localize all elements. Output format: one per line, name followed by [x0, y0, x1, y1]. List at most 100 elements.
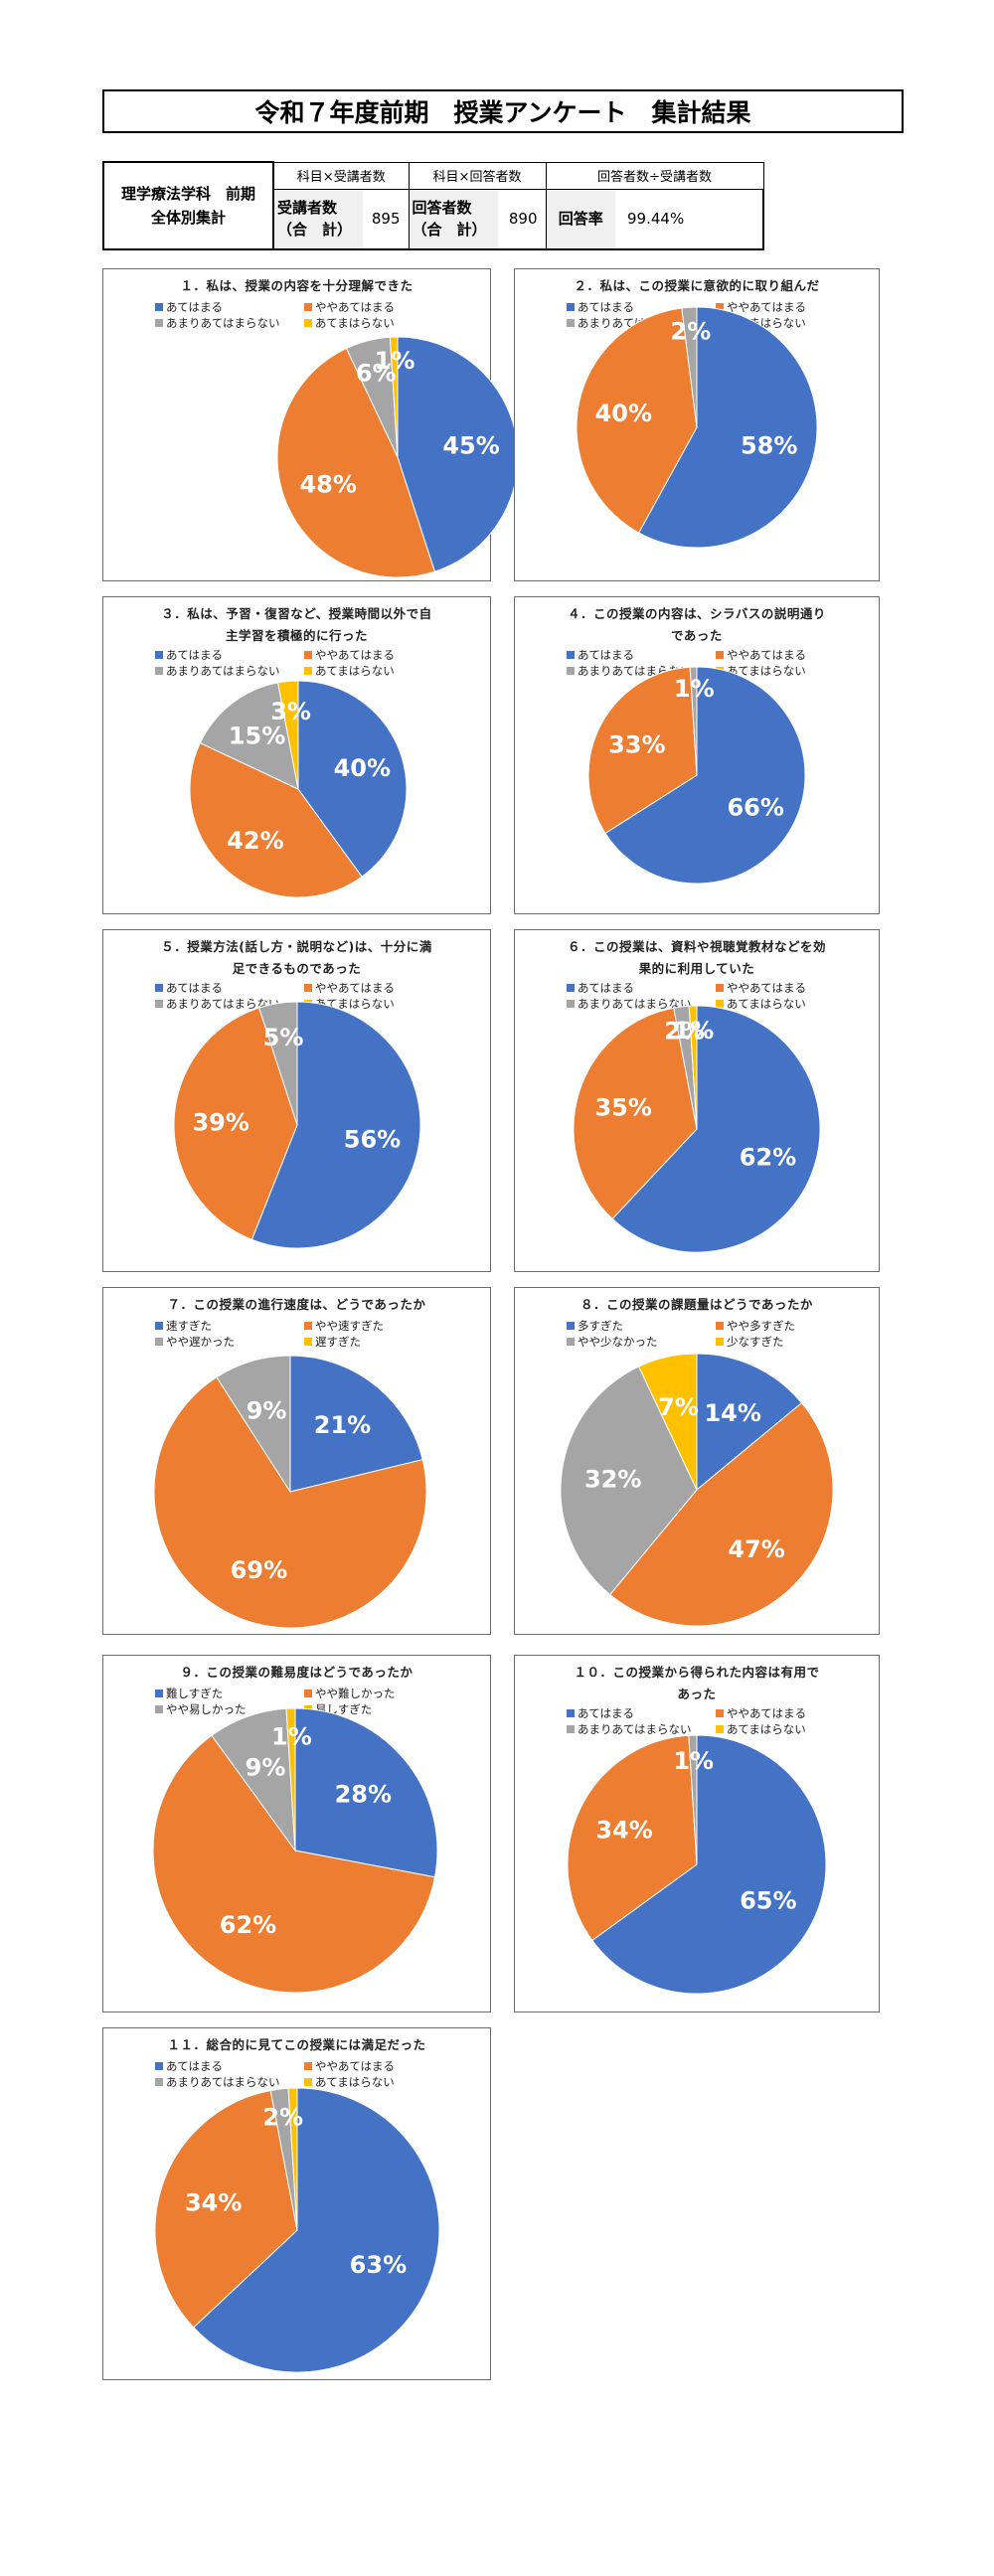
legend-swatch	[155, 1322, 163, 1330]
chart-title-line: ８．この授業の課題量はどうであったか	[580, 1297, 813, 1312]
legend-label: あてはまる	[166, 300, 224, 314]
rate-label: 回答率	[545, 189, 615, 250]
legend-swatch	[155, 319, 163, 327]
summary-table: 理学療法学科 前期 全体別集計 科目×受講者数 科目×回答者数 回答者数÷受講者…	[102, 161, 764, 250]
slice-label: 1%	[375, 347, 415, 375]
pie-slice	[576, 307, 698, 534]
legend-swatch	[716, 1000, 724, 1008]
legend-item: あまりあてはまらない	[155, 315, 304, 331]
legend-swatch	[567, 319, 575, 327]
legend-swatch	[304, 1322, 312, 1330]
slice-label: 2%	[671, 317, 712, 345]
pie-slice	[294, 1707, 438, 1878]
pie-slice	[287, 2087, 298, 2231]
slice-label: 35%	[594, 1094, 651, 1122]
pie-slice	[216, 1355, 291, 1494]
legend-label: あてまはらない	[315, 664, 395, 678]
legend-item: あてはまる	[567, 647, 716, 663]
slice-label: 45%	[442, 431, 499, 459]
pie-slice	[591, 1734, 827, 1995]
legend-label: あてまはらない	[727, 664, 806, 678]
legend-label: あてはまる	[578, 300, 635, 314]
pie-slice	[688, 1005, 698, 1130]
legend-swatch	[304, 984, 312, 992]
legend-swatch	[567, 1725, 575, 1733]
pie-chart-panel-6: ６．この授業は、資料や視聴覚教材などを効 果的に利用していた あてはまる ややあてはま…	[514, 929, 880, 1272]
pie-slice	[681, 306, 698, 428]
slice-label: 62%	[740, 1143, 796, 1171]
legend-item: 多すぎた	[567, 1318, 716, 1334]
legend-item: 遅すぎた	[304, 1334, 453, 1350]
chart-legend: 速すぎた やや速すぎた やや遅かった 遅すぎた	[155, 1318, 493, 1350]
chart-legend: あてはまる ややあてはまる あまりあてはまらない あてまはらない	[155, 2058, 493, 2090]
department-line2: 全体別集計	[150, 209, 226, 227]
legend-swatch	[155, 2062, 163, 2070]
legend-item: あまりあてはまらない	[155, 2074, 304, 2090]
legend-swatch	[304, 651, 312, 659]
legend-item: ややあてはまる	[716, 299, 865, 315]
chart-title: ６．この授業は、資料や視聴覚教材などを効 果的に利用していた	[525, 936, 869, 980]
chart-title-line: ６．この授業は、資料や視聴覚教材などを効	[567, 939, 826, 954]
legend-swatch	[155, 984, 163, 992]
slice-label: 2%	[262, 2104, 303, 2132]
pie-slice	[689, 666, 698, 776]
legend-swatch	[716, 303, 724, 311]
slice-label: 1%	[673, 1747, 714, 1775]
page-title: 令和７年度前期 授業アンケート 集計結果	[102, 89, 904, 133]
legend-swatch	[304, 1338, 312, 1346]
legend-label: やや易しかった	[166, 1702, 247, 1716]
chart-title: ９．この授業の難易度はどうであったか	[113, 1662, 480, 1684]
enrolled-value: 895	[363, 189, 410, 250]
pie-chart-panel-2: ２．私は、この授業に意欲的に取り組んだ あてはまる ややあてはまる あまりあてはまらな…	[514, 268, 880, 581]
pie-slice	[276, 347, 436, 578]
chart-title: ３．私は、予習・復習など、授業時間以外で自 主学習を積極的に行った	[113, 603, 480, 647]
legend-swatch	[304, 1690, 312, 1697]
enrolled-label-line2: （合 計）	[277, 221, 353, 240]
legend-swatch	[567, 303, 575, 311]
chart-title-line: ７．この授業の進行速度は、どうであったか	[167, 1297, 426, 1312]
legend-label: あてまはらない	[727, 1722, 806, 1736]
legend-label: あまりあてはまらない	[166, 316, 280, 330]
legend-item: やや遅かった	[155, 1334, 304, 1350]
pie-slice	[567, 1734, 698, 1942]
chart-legend: あてはまる ややあてはまる あまりあてはまらない あてまはらない	[155, 647, 493, 679]
legend-item: 少なすぎた	[716, 1334, 865, 1350]
legend-swatch	[155, 1690, 163, 1697]
legend-item: ややあてはまる	[304, 2058, 453, 2074]
pie-slice	[258, 1001, 298, 1126]
slice-label: 39%	[192, 1109, 248, 1137]
pie-slice	[604, 666, 806, 885]
pie-chart-svg: 58% 40% 2%	[576, 306, 818, 549]
respondents-label-line1: 回答者数	[412, 198, 472, 217]
chart-title-line: 足できるものであった	[232, 961, 362, 976]
legend-item: あてはまる	[567, 1705, 716, 1721]
pie-chart-panel-8: ８．この授業の課題量はどうであったか 多すぎた やや多すぎた やや少なかった 少なすぎた…	[514, 1287, 880, 1635]
legend-label: あてまはらない	[315, 2075, 395, 2089]
legend-item: 速すぎた	[155, 1318, 304, 1334]
legend-label: ややあてはまる	[315, 648, 396, 662]
legend-label: ややあてはまる	[727, 981, 807, 995]
legend-item: あまりあてはまらない	[567, 996, 716, 1012]
pie-chart-svg: 66% 33% 1%	[587, 666, 806, 885]
legend-label: 多すぎた	[578, 1319, 623, 1333]
legend-label: やや難しかった	[315, 1687, 396, 1700]
pie-chart-svg: 14% 47% 32% 7%	[560, 1353, 834, 1627]
legend-item: ややあてはまる	[716, 980, 865, 996]
pie-slice	[638, 306, 818, 549]
chart-title: ４．この授業の内容は、シラバスの説明通り であった	[525, 603, 869, 647]
legend-swatch	[567, 1000, 575, 1008]
pie-chart-svg: 62% 35% 2%1%	[573, 1005, 821, 1253]
respondents-caption: 科目×回答者数	[408, 161, 547, 190]
legend-label: 少なすぎた	[727, 1335, 784, 1349]
legend-item: ややあてはまる	[304, 980, 453, 996]
chart-title: １１．総合的に見てこの授業には満足だった	[113, 2034, 480, 2056]
legend-swatch	[716, 1322, 724, 1330]
legend-label: あまりあてはまらない	[578, 997, 692, 1011]
chart-title-line: ４．この授業の内容は、シラバスの説明通り	[568, 606, 826, 621]
chart-title: ２．私は、この授業に意欲的に取り組んだ	[525, 275, 869, 297]
chart-title-line: ５．授業方法(話し方・説明など)は、十分に満	[161, 939, 432, 954]
pie-slice	[199, 682, 299, 790]
legend-swatch	[155, 667, 163, 675]
slice-label: 40%	[595, 400, 652, 427]
enrolled-label: 受講者数 （合 計）	[272, 189, 363, 250]
